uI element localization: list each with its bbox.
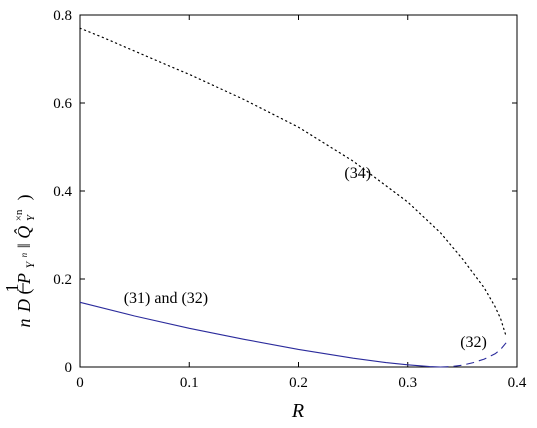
y-label-close: )	[14, 194, 35, 200]
y-label-Q: Q̂	[14, 226, 34, 239]
y-label-open: (	[14, 289, 35, 295]
annotation-label: (34)	[344, 165, 371, 182]
x-tick-label: 0.3	[398, 375, 417, 391]
x-axis-ticks: 0 0.1 0.2 0.3 0.4	[76, 15, 527, 391]
x-tick-label: 0	[76, 375, 84, 391]
y-tick-label: 0	[65, 360, 73, 376]
svg-text:n D ( P: n D ( P Y n ‖ Q̂ ×n Y )	[6, 194, 38, 327]
y-label-fraction-den: n	[14, 319, 34, 328]
series-layer	[79, 27, 507, 368]
series-line-1	[79, 301, 441, 368]
y-tick-label: 0.2	[53, 272, 72, 288]
y-label-fraction-num: 1	[2, 284, 22, 293]
y-label-P-sub: Y	[23, 261, 37, 269]
x-tick-label: 0.2	[289, 375, 308, 391]
y-label-D: D	[14, 299, 34, 313]
annotation-label: (31) and (32)	[124, 290, 208, 307]
annotation-layer: (34) (31) and (32) (32)	[124, 165, 487, 351]
y-label-Q-sup: ×n	[13, 209, 25, 221]
y-label-P-sub-sup: n	[19, 252, 29, 257]
y-tick-label: 0.6	[53, 96, 72, 112]
y-axis-label: n D ( P Y n ‖ Q̂ ×n Y ) 1	[2, 194, 38, 327]
plot-area-frame	[79, 14, 518, 368]
annotation-label: (32)	[460, 334, 487, 351]
x-tick-label: 0.1	[180, 375, 199, 391]
y-label-P: P	[14, 273, 34, 285]
x-tick-label: 0.4	[508, 375, 527, 391]
y-tick-label: 0.4	[53, 184, 72, 200]
y-tick-label: 0.8	[53, 8, 72, 24]
y-label-sep: ‖	[14, 243, 34, 248]
y-label-Q-sub: Y	[25, 213, 37, 221]
y-axis-ticks: 0 0.2 0.4 0.6 0.8	[53, 8, 517, 376]
x-axis-label: R	[291, 400, 304, 422]
